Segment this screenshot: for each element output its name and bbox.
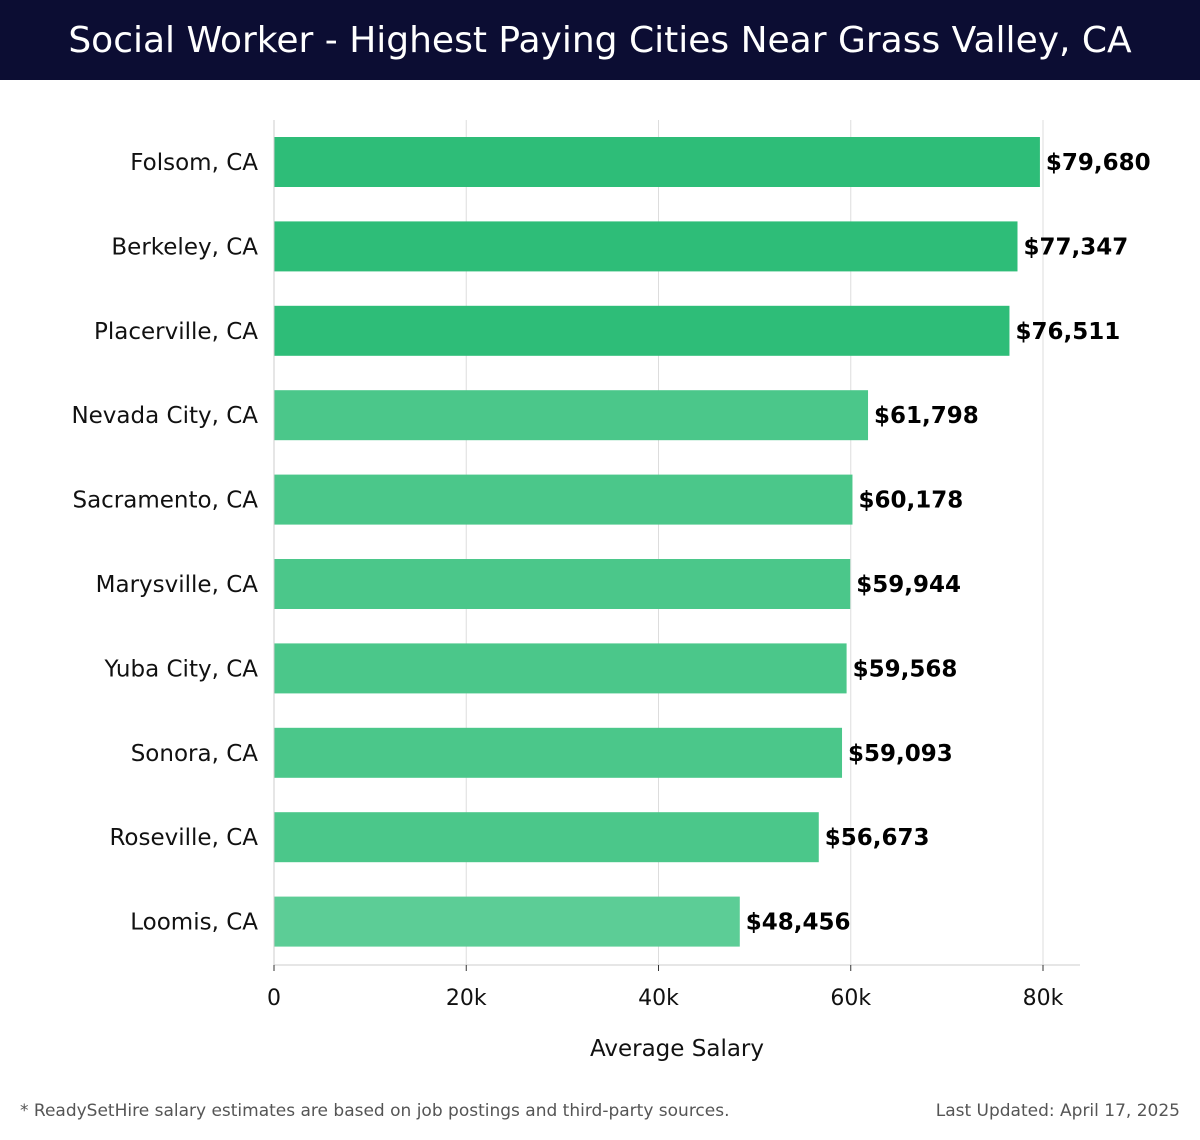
category-label: Loomis, CA	[130, 910, 258, 936]
value-label: $60,178	[858, 488, 963, 514]
category-label: Sacramento, CA	[72, 488, 258, 514]
bar	[274, 390, 869, 441]
value-label: $76,511	[1015, 319, 1120, 345]
bar-chart: 0 20k 40k 60k 80k Average Salary Folsom, CA $79…	[71, 120, 1151, 1062]
category-label: Placerville, CA	[94, 319, 258, 345]
footnote: * ReadySetHire salary estimates are base…	[20, 1101, 730, 1121]
value-label: $77,347	[1023, 234, 1128, 260]
bar	[274, 137, 1040, 187]
category-label: Folsom, CA	[130, 150, 258, 176]
x-tick-label: 80k	[1023, 986, 1064, 1011]
x-tick-label: 60k	[830, 986, 871, 1011]
value-label: $61,798	[874, 403, 979, 429]
value-label: $56,673	[825, 825, 930, 851]
x-axis-label: Average Salary	[590, 1036, 764, 1062]
value-label: $59,944	[856, 572, 961, 598]
x-tick-label: 0	[267, 986, 281, 1011]
value-label: $48,456	[746, 910, 851, 936]
value-label: $59,568	[853, 656, 958, 682]
title-bar: Social Worker - Highest Paying Cities Ne…	[0, 0, 1200, 80]
x-tick-label: 40k	[638, 986, 679, 1011]
value-label: $79,680	[1046, 150, 1151, 176]
bar	[274, 474, 853, 525]
bar	[274, 812, 819, 863]
category-label: Berkeley, CA	[111, 234, 258, 260]
category-label: Roseville, CA	[109, 825, 258, 851]
bar	[274, 305, 1010, 356]
bar	[274, 221, 1018, 272]
category-label: Marysville, CA	[96, 572, 259, 598]
chart-title: Social Worker - Highest Paying Cities Ne…	[68, 19, 1132, 61]
bar	[274, 643, 847, 694]
bar	[274, 727, 843, 778]
category-label: Nevada City, CA	[71, 403, 258, 429]
category-label: Sonora, CA	[131, 741, 259, 767]
value-label: $59,093	[848, 741, 953, 767]
last-updated: Last Updated: April 17, 2025	[935, 1101, 1180, 1121]
x-tick-label: 20k	[446, 986, 487, 1011]
category-label: Yuba City, CA	[104, 656, 259, 682]
bar	[274, 559, 851, 609]
bar	[274, 896, 740, 947]
